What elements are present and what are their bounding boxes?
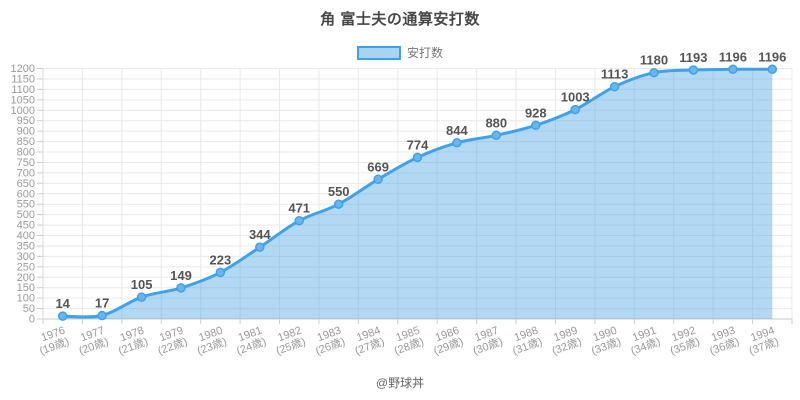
x-tick-label: 1977(20歳) (73, 325, 110, 358)
data-point[interactable] (767, 64, 778, 75)
x-tick-label: 1985(28歳) (389, 325, 426, 358)
x-tick-label: 1976(19歳) (34, 325, 71, 358)
y-tick-label: 1050 (11, 94, 35, 106)
x-tick-label: 1981(24歳) (231, 325, 268, 358)
value-label: 1113 (601, 67, 629, 82)
x-tick-label: 1994(37歳) (744, 325, 781, 358)
value-label: 149 (170, 268, 192, 283)
data-point[interactable] (649, 67, 659, 78)
x-tick-label: 1989(32歳) (546, 325, 583, 358)
data-point[interactable] (728, 64, 738, 75)
y-tick-label: 400 (17, 230, 35, 242)
data-point[interactable] (294, 215, 304, 226)
x-tick-label: 1992(35歳) (665, 325, 702, 358)
credit-text: @野球丼 (375, 376, 425, 390)
value-label: 471 (288, 201, 310, 216)
area-fill (62, 69, 773, 319)
y-tick-label: 950 (17, 115, 35, 127)
data-point[interactable] (531, 120, 541, 131)
data-point[interactable] (452, 138, 462, 148)
y-tick-label: 0 (29, 314, 35, 326)
chart-title: 角 富士夫の通算安打数 (320, 11, 480, 28)
value-label: 928 (525, 105, 547, 120)
value-label: 550 (328, 184, 350, 199)
y-tick-label: 300 (17, 251, 35, 263)
value-label: 14 (55, 296, 70, 311)
data-point[interactable] (491, 130, 502, 141)
value-label: 844 (446, 123, 468, 138)
y-tick-label: 700 (17, 167, 35, 179)
x-tick-label: 1984(27歳) (349, 325, 386, 358)
value-label: 669 (367, 159, 389, 174)
data-point[interactable] (255, 242, 265, 252)
y-tick-label: 550 (17, 199, 35, 211)
y-tick-label: 350 (17, 240, 35, 252)
data-point[interactable] (176, 283, 186, 293)
x-tick-label: 1986(29歳) (428, 325, 465, 358)
x-tick-label: 1990(33歳) (586, 325, 623, 358)
y-tick-label: 1150 (11, 73, 35, 85)
x-tick-label: 1983(26歳) (310, 325, 347, 358)
y-tick-label: 450 (17, 220, 35, 232)
y-tick-label: 900 (17, 126, 35, 138)
data-point[interactable] (412, 152, 423, 163)
value-label: 880 (485, 115, 507, 130)
x-tick-label: 1978(21歳) (113, 325, 150, 358)
x-tick-label: 1987(30歳) (468, 325, 505, 358)
y-tick-label: 250 (17, 261, 35, 273)
value-label: 774 (407, 137, 429, 152)
data-point[interactable] (136, 292, 147, 302)
value-label: 1180 (640, 53, 668, 68)
x-tick-label: 1980(23歳) (192, 325, 229, 358)
x-tick-label: 1982(25歳) (270, 325, 307, 358)
y-tick-label: 1100 (11, 84, 35, 96)
value-label: 1003 (561, 90, 590, 105)
y-tick-label: 100 (17, 293, 35, 305)
x-tick-label: 1988(31歳) (507, 325, 544, 358)
data-point[interactable] (570, 104, 580, 115)
y-tick-label: 1200 (11, 63, 35, 75)
value-label: 1196 (719, 49, 747, 64)
x-tick-label: 1979(22歳) (152, 325, 189, 358)
data-point[interactable] (215, 267, 226, 278)
y-tick-label: 600 (17, 188, 35, 200)
value-label: 1196 (758, 49, 786, 64)
data-point[interactable] (609, 81, 620, 92)
value-label: 344 (249, 227, 271, 242)
y-tick-label: 150 (17, 282, 35, 294)
y-tick-label: 800 (17, 147, 35, 159)
value-label: 105 (131, 277, 153, 292)
y-tick-label: 750 (17, 157, 35, 169)
x-tick-label: 1991(34歳) (625, 325, 662, 358)
y-tick-label: 50 (23, 303, 35, 315)
data-point[interactable] (97, 310, 107, 321)
y-tick-label: 1000 (11, 105, 35, 117)
data-point[interactable] (333, 199, 344, 209)
x-tick-label: 1993(36歳) (704, 325, 741, 358)
data-point[interactable] (688, 65, 699, 75)
value-label: 223 (210, 252, 232, 267)
data-point[interactable] (373, 174, 383, 185)
legend-swatch-icon (356, 45, 401, 60)
legend: 安打数 (0, 44, 800, 61)
value-label: 1193 (679, 50, 707, 65)
y-tick-label: 850 (17, 136, 35, 148)
legend-label: 安打数 (406, 46, 443, 60)
y-tick-label: 200 (17, 272, 35, 284)
y-tick-label: 650 (17, 178, 35, 190)
data-point[interactable] (57, 311, 68, 321)
legend-item-hits[interactable]: 安打数 (356, 44, 443, 61)
value-label: 17 (95, 296, 109, 311)
y-tick-label: 500 (17, 209, 35, 221)
